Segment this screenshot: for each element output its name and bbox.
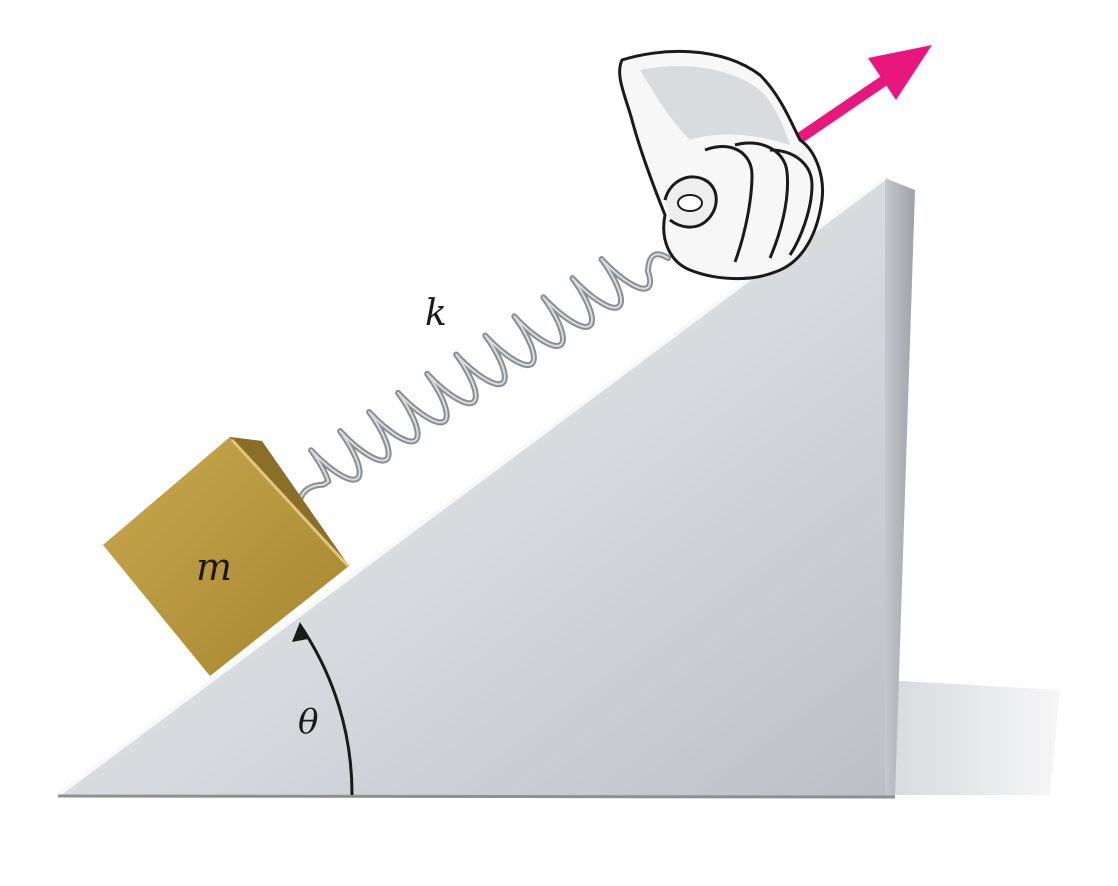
incline-slope-edge [56, 176, 887, 797]
hand-finger-3 [769, 148, 814, 256]
inclined-plane [56, 176, 915, 799]
hand-finger-2 [734, 141, 790, 259]
force-arrow-head [868, 45, 932, 100]
block-front-face [103, 437, 349, 676]
angle-marker: θ [292, 622, 354, 796]
hand-knuckle-shadow [640, 66, 790, 145]
hand-finger-1 [704, 144, 754, 263]
mass-label: m [196, 545, 232, 589]
hand-icon [618, 49, 825, 280]
angle-arc-arrowhead [292, 622, 308, 642]
spring-constant-label: k [425, 293, 447, 334]
angle-label: θ [298, 702, 318, 742]
spring-highlight [299, 253, 669, 501]
block-front-top-edge [230, 438, 350, 568]
hand-thumb-nail [677, 194, 703, 212]
incline-shadow [885, 680, 1060, 795]
incline-side-face [885, 178, 915, 797]
incline-base-edge [57, 794, 896, 799]
block: m [103, 437, 350, 676]
angle-arc [298, 624, 354, 796]
